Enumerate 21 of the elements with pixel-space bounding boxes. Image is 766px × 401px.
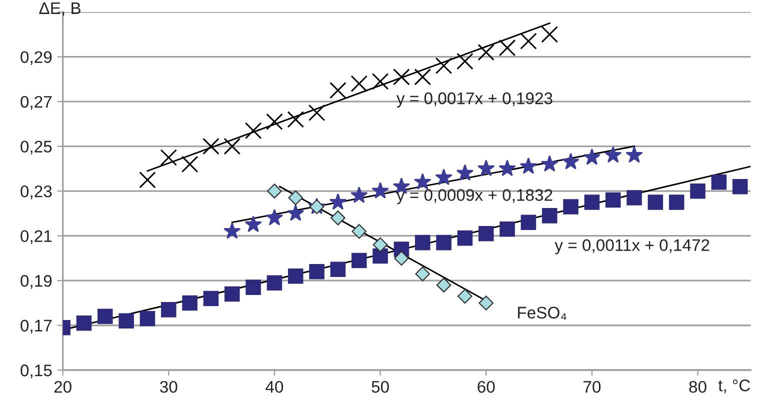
- x-tick-label: 30: [160, 380, 178, 393]
- y-axis-title: ΔE, В: [39, 2, 80, 16]
- x-tick-label: 80: [689, 380, 706, 393]
- series-label: FeSO₄: [518, 306, 566, 320]
- y-tick-label: 0,17: [20, 320, 52, 334]
- x-tick-label: 70: [584, 380, 601, 393]
- y-tick-label: 0,21: [20, 230, 52, 244]
- x-tick-label: 40: [266, 380, 284, 393]
- annotation: y = 0,0011x + 0,1472: [554, 239, 710, 254]
- y-tick-label: 0,29: [20, 51, 52, 65]
- y-tick-label: 0,23: [20, 185, 52, 200]
- y-tick-label: 0,25: [20, 140, 52, 154]
- y-tick-label: 0,27: [20, 96, 52, 110]
- x-axis-title: t, °C: [718, 380, 750, 394]
- x-tick-label: 20: [54, 380, 72, 393]
- annotation: y = 0,0009x + 0,1832: [396, 189, 552, 204]
- annotation: y = 0,0017x + 0,1923: [396, 92, 552, 108]
- y-tick-label: 0,19: [20, 275, 52, 289]
- x-tick-label: 60: [478, 380, 495, 393]
- y-tick-label: 0,15: [20, 364, 52, 378]
- x-tick-label: 50: [372, 380, 389, 393]
